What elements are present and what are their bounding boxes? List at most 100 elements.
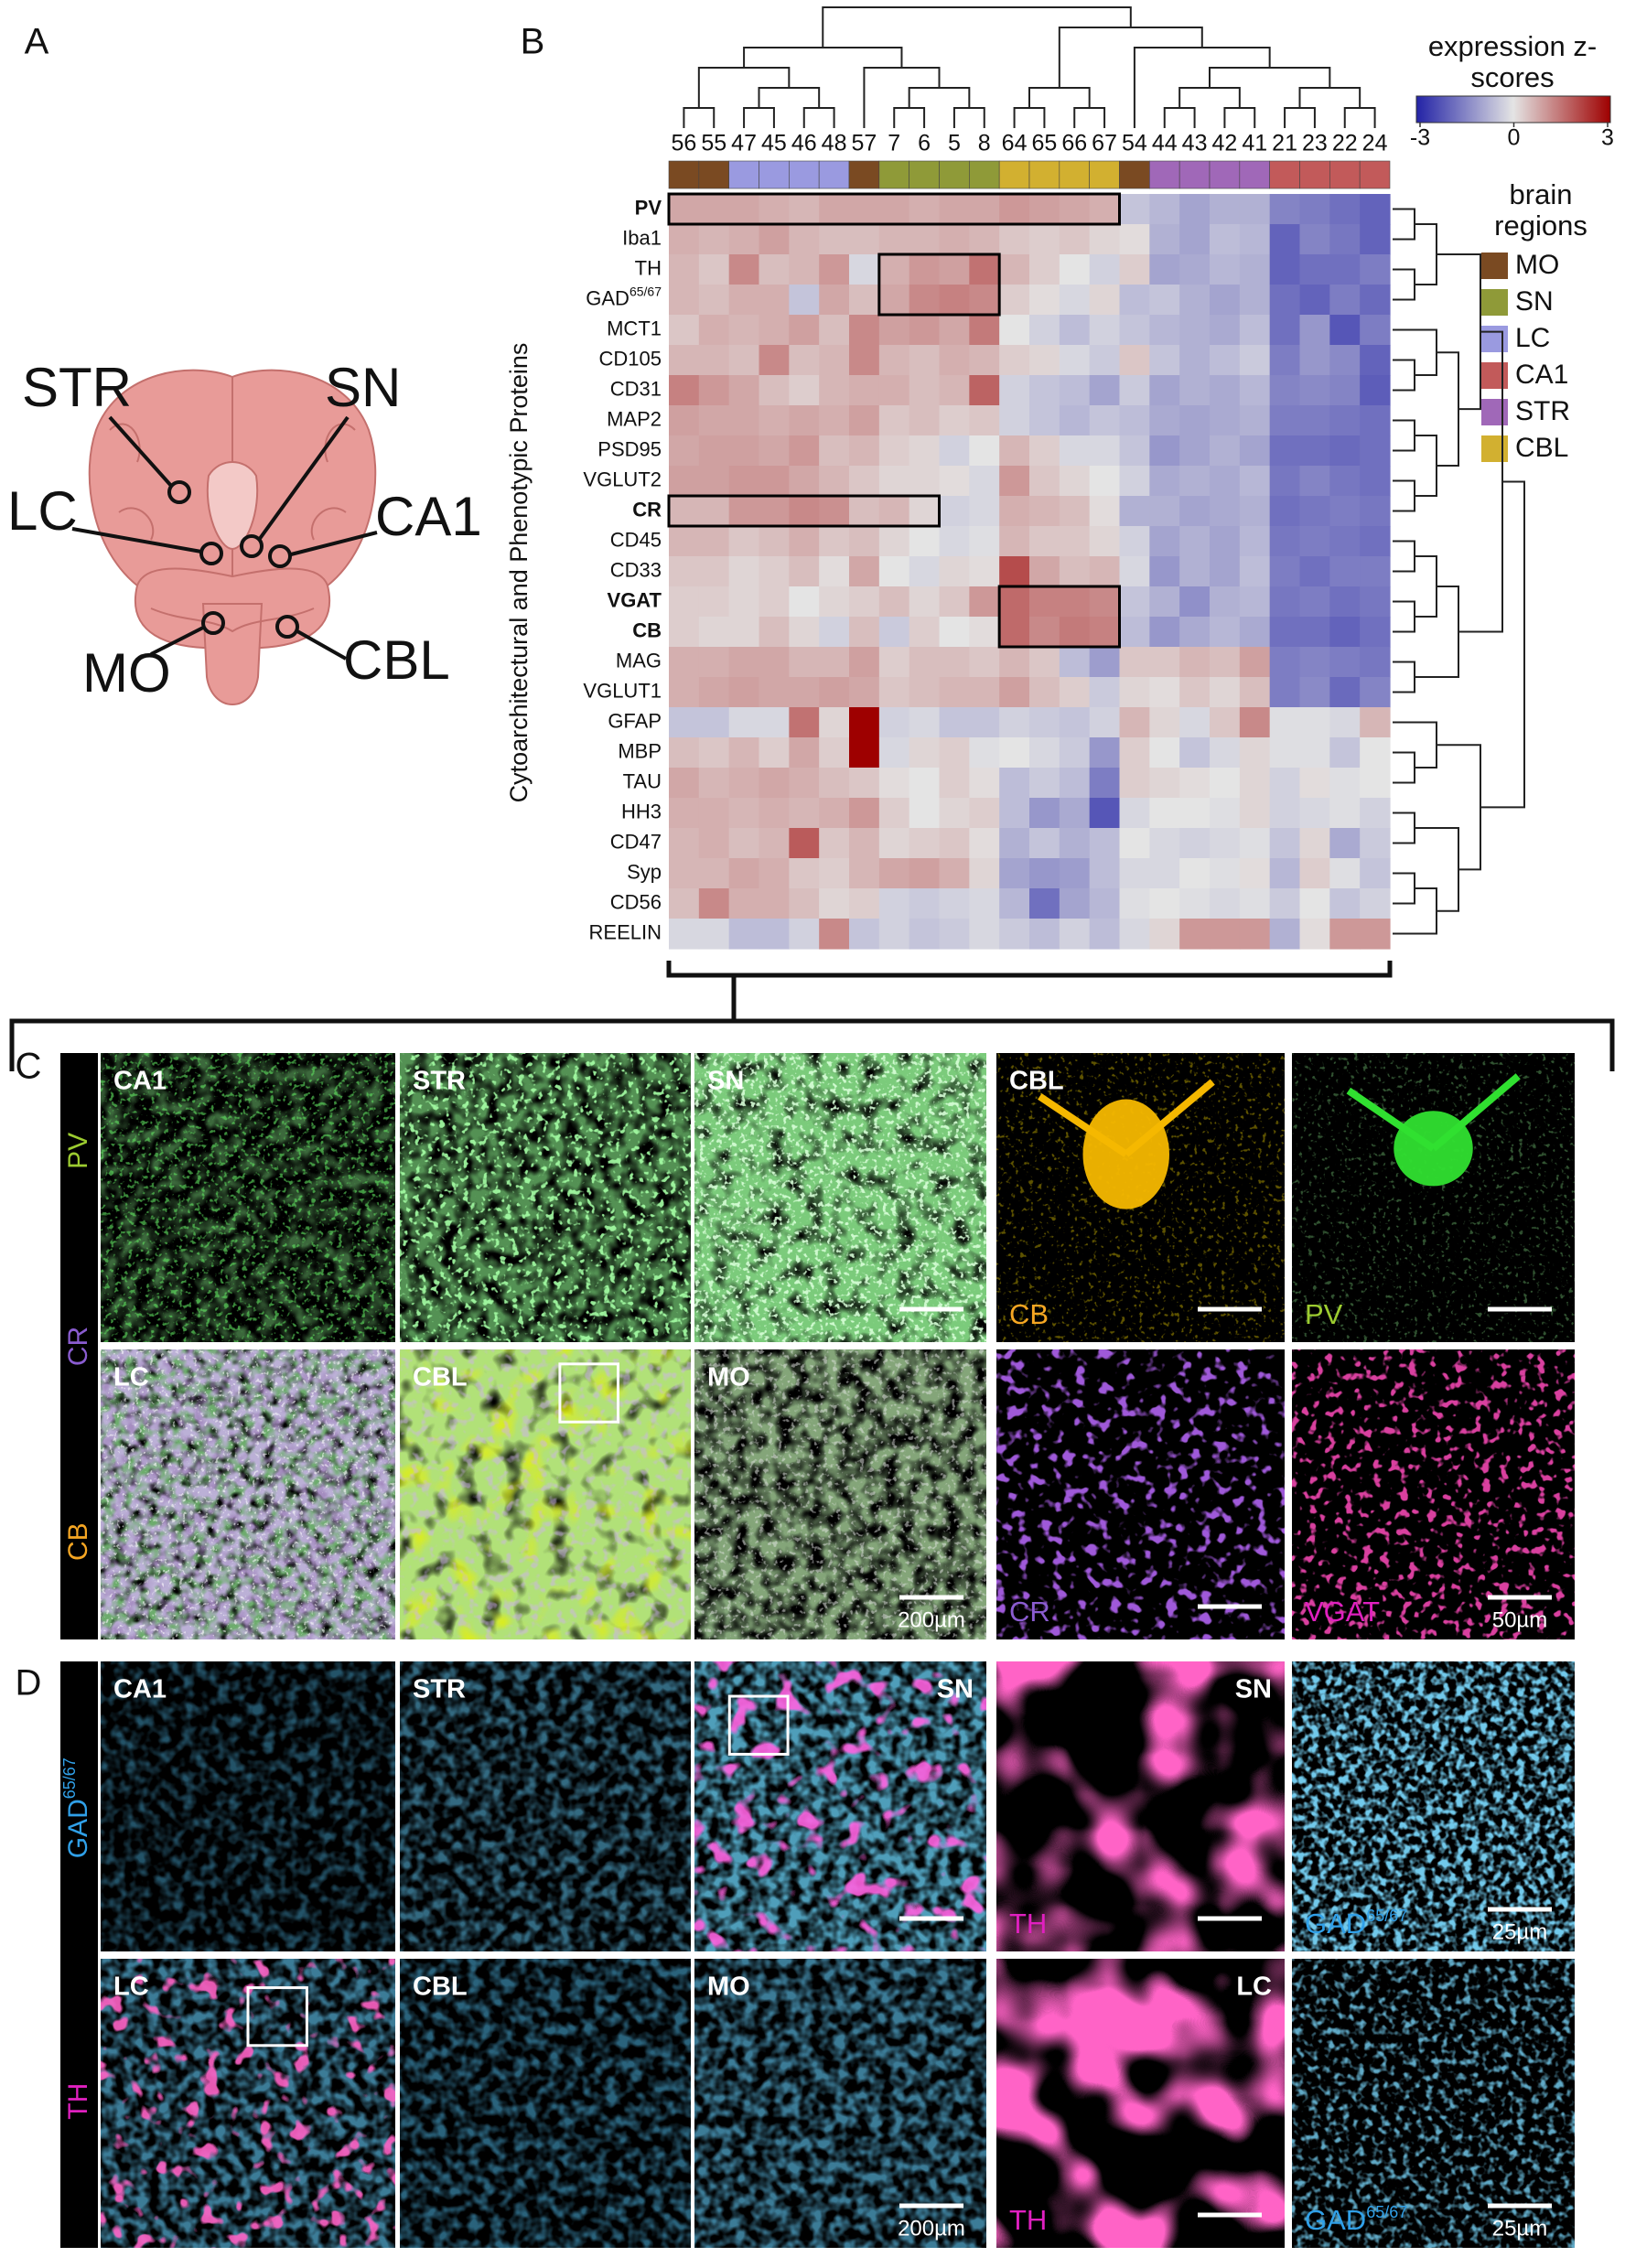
heatmap-cell [1239,345,1271,376]
heatmap-cell [969,586,1000,618]
heatmap-cell [1210,285,1241,316]
heatmap-cell [909,496,941,527]
heatmap-cell [728,768,760,799]
heatmap-cell [1269,254,1301,285]
text-part: VGAT [608,588,662,611]
heatmap-cell [999,586,1030,618]
cell-process [1346,1073,1521,1152]
heatmap-cell [819,375,850,406]
heatmap-cell [789,526,820,557]
heatmap-cell [999,375,1030,406]
heatmap-cell [1329,556,1361,587]
row-label: CD56 [610,890,662,913]
panel-letter: C [16,1047,42,1087]
heatmap-cell [698,617,730,648]
heatmap-cell [669,496,700,527]
heatmap-cell [759,737,790,769]
heatmap-cell [1360,828,1391,859]
heatmap-cell [1239,435,1271,467]
text-part: MAG [616,649,662,672]
micrograph: VGAT 50µm [1292,1349,1575,1639]
heatmap-cell [1360,254,1391,285]
heatmap-cell [909,798,941,829]
heatmap-cell [1329,345,1361,376]
heatmap-cell [999,707,1030,738]
dendrogram-branch [1163,107,1196,128]
heatmap-cell [698,828,730,859]
heatmap-cell [789,466,820,497]
heatmap-cell [1299,798,1330,829]
legend-swatch [1481,362,1508,389]
heatmap-cell [1029,254,1060,285]
heatmap-cell [939,737,970,769]
heatmap-cell [939,285,970,316]
heatmap-cell [999,405,1030,436]
heatmap-cell [1299,496,1330,527]
heatmap-cell [728,888,760,919]
column-label: 64 [1002,131,1028,156]
heatmap-cell [759,375,790,406]
heatmap-cell [1149,768,1180,799]
heatmap-cell [728,285,760,316]
heatmap-cell [698,798,730,829]
micrograph-label: CA1 [113,1675,167,1704]
heatmap-cell [1329,858,1361,889]
heatmap-cell [939,435,970,467]
heatmap-cell [819,405,850,436]
region-band [909,160,940,189]
heatmap-cell [1089,194,1121,225]
legend-label: STR [1515,396,1570,426]
heatmap-cell [1329,707,1361,738]
dendrogram [683,6,1525,935]
heatmap-cell [1059,285,1091,316]
channel-side-label: CR [63,1327,93,1366]
row-label: MAP2 [607,407,662,430]
heatmap-cell [849,254,880,285]
heatmap-cell [939,254,970,285]
heatmap-cell [878,254,910,285]
micrograph-label: CA1 [113,1067,167,1096]
text-part: CD31 [610,377,662,400]
heatmap-cell [909,194,941,225]
channel-label: CB [1009,1298,1049,1330]
heatmap-cell [1210,315,1241,346]
heatmap-cell [669,405,700,436]
heatmap-cell [1119,224,1150,255]
micrograph-signal [400,1349,691,1639]
heatmap-cell [1210,888,1241,919]
text-part: GAD [1305,1908,1366,1940]
column-label: 43 [1182,131,1208,156]
heatmap-cell [909,405,941,436]
heatmap-cell [759,828,790,859]
heatmap-cell [1239,315,1271,346]
heatmap-cell [728,647,760,678]
heatmap-cell [789,586,820,618]
heatmap-cell [1239,707,1271,738]
heatmap-cell [1360,224,1391,255]
column-label: 48 [822,131,847,156]
heatmap-cell [878,858,910,889]
dendrogram-branch [1343,107,1376,128]
heatmap-cell [849,375,880,406]
micrograph: CBL [400,1349,691,1639]
heatmap-cell [1269,858,1301,889]
dendrogram-branch [1393,268,1415,301]
heatmap-cell [698,194,730,225]
legend-label: CA1 [1515,360,1568,390]
heatmap-cell [1059,617,1091,648]
heatmap-cell [789,194,820,225]
heatmap-cell [1089,375,1121,406]
heatmap-cell [698,737,730,769]
heatmap-cell [999,617,1030,648]
heatmap-cell [1269,647,1301,678]
heatmap-cell [878,888,910,919]
heatmap-cell [1149,828,1180,859]
region-band [1059,160,1090,189]
heatmap-cell [849,647,880,678]
heatmap-cell [849,496,880,527]
channel-side-label: CB [63,1522,93,1561]
heatmap-cell [1149,556,1180,587]
text-part: PSD95 [597,437,662,460]
superscript: 65/67 [1366,1907,1407,1925]
heatmap-cell [1059,375,1091,406]
